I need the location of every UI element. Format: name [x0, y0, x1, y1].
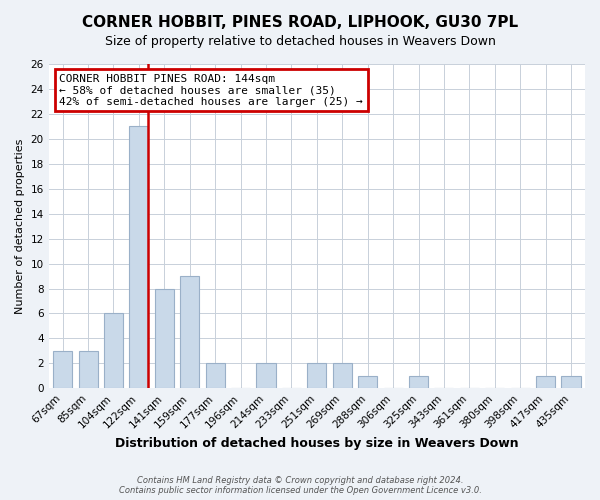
- Bar: [307, 364, 326, 388]
- Bar: [256, 364, 275, 388]
- X-axis label: Distribution of detached houses by size in Weavers Down: Distribution of detached houses by size …: [115, 437, 518, 450]
- Bar: [333, 364, 352, 388]
- Y-axis label: Number of detached properties: Number of detached properties: [15, 138, 25, 314]
- Text: CORNER HOBBIT PINES ROAD: 144sqm
← 58% of detached houses are smaller (35)
42% o: CORNER HOBBIT PINES ROAD: 144sqm ← 58% o…: [59, 74, 363, 107]
- Text: Size of property relative to detached houses in Weavers Down: Size of property relative to detached ho…: [104, 35, 496, 48]
- Bar: [53, 351, 72, 389]
- Text: CORNER HOBBIT, PINES ROAD, LIPHOOK, GU30 7PL: CORNER HOBBIT, PINES ROAD, LIPHOOK, GU30…: [82, 15, 518, 30]
- Bar: [206, 364, 224, 388]
- Bar: [104, 314, 123, 388]
- Bar: [358, 376, 377, 388]
- Text: Contains HM Land Registry data © Crown copyright and database right 2024.
Contai: Contains HM Land Registry data © Crown c…: [119, 476, 481, 495]
- Bar: [180, 276, 199, 388]
- Bar: [536, 376, 555, 388]
- Bar: [562, 376, 581, 388]
- Bar: [409, 376, 428, 388]
- Bar: [155, 288, 174, 388]
- Bar: [79, 351, 98, 389]
- Bar: [130, 126, 148, 388]
